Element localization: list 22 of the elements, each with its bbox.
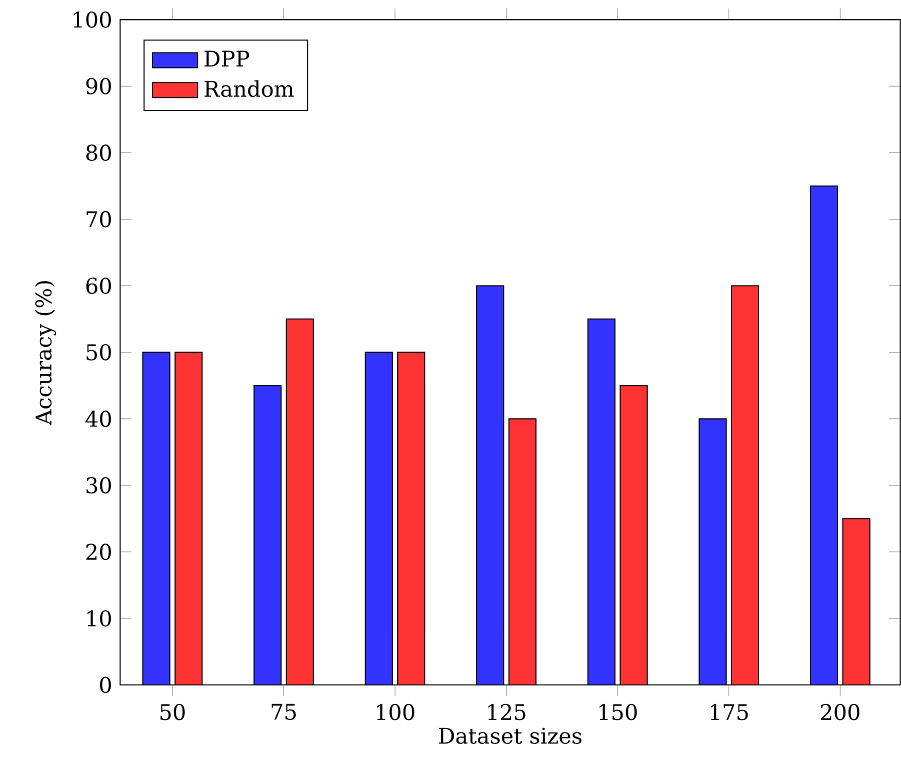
y-axis-title: Accuracy (%) xyxy=(34,281,56,426)
y-tick-label: 10 xyxy=(88,610,111,627)
y-tick-label: 60 xyxy=(86,278,111,294)
y-tick-label: 90 xyxy=(86,78,111,94)
legend-label: Random xyxy=(204,80,294,98)
x-tick-label: 50 xyxy=(160,704,185,720)
y-tick-label: 70 xyxy=(86,211,111,228)
y-tick-label: 80 xyxy=(86,144,111,161)
x-axis-title: Dataset sizes xyxy=(439,728,582,744)
y-tick-label: 30 xyxy=(86,477,111,494)
x-tick-label: 175 xyxy=(710,704,748,720)
y-tick-label: 40 xyxy=(86,410,111,427)
y-tick-label: 0 xyxy=(100,676,111,694)
x-tick-label: 150 xyxy=(600,704,637,720)
y-tick-label: 100 xyxy=(74,11,111,28)
x-tick-label: 100 xyxy=(377,704,414,720)
x-tick-label: 125 xyxy=(488,704,526,720)
x-tick-label: 200 xyxy=(820,704,860,720)
x-tick-label: 75 xyxy=(272,704,296,720)
y-tick-label: 50 xyxy=(86,344,111,360)
legend-label: DPP xyxy=(204,50,250,66)
y-tick-label: 20 xyxy=(86,544,111,560)
